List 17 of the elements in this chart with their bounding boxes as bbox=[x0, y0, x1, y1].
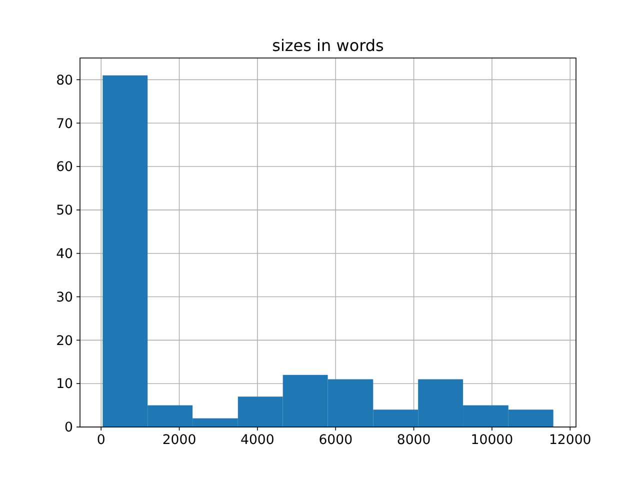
y-tick-label: 50 bbox=[56, 204, 73, 219]
x-tick-label: 4000 bbox=[240, 433, 274, 448]
y-tick-label: 20 bbox=[56, 334, 73, 349]
x-tick-label: 6000 bbox=[318, 433, 353, 448]
y-tick-label: 30 bbox=[56, 290, 73, 306]
y-tick-label: 40 bbox=[56, 247, 73, 262]
x-tick-label: 10000 bbox=[470, 433, 514, 448]
y-tick-label: 10 bbox=[56, 377, 73, 392]
y-tick-label: 0 bbox=[64, 420, 73, 436]
y-tick-label: 60 bbox=[56, 160, 73, 176]
y-tick-label: 80 bbox=[56, 73, 73, 88]
x-tick-label: 12000 bbox=[548, 433, 592, 448]
x-tick-label: 0 bbox=[96, 433, 106, 448]
x-tick-label: 2000 bbox=[162, 433, 196, 448]
y-tick-label: 70 bbox=[56, 116, 73, 132]
x-tick-label: 8000 bbox=[396, 433, 431, 448]
chart-title: sizes in words bbox=[272, 36, 384, 55]
